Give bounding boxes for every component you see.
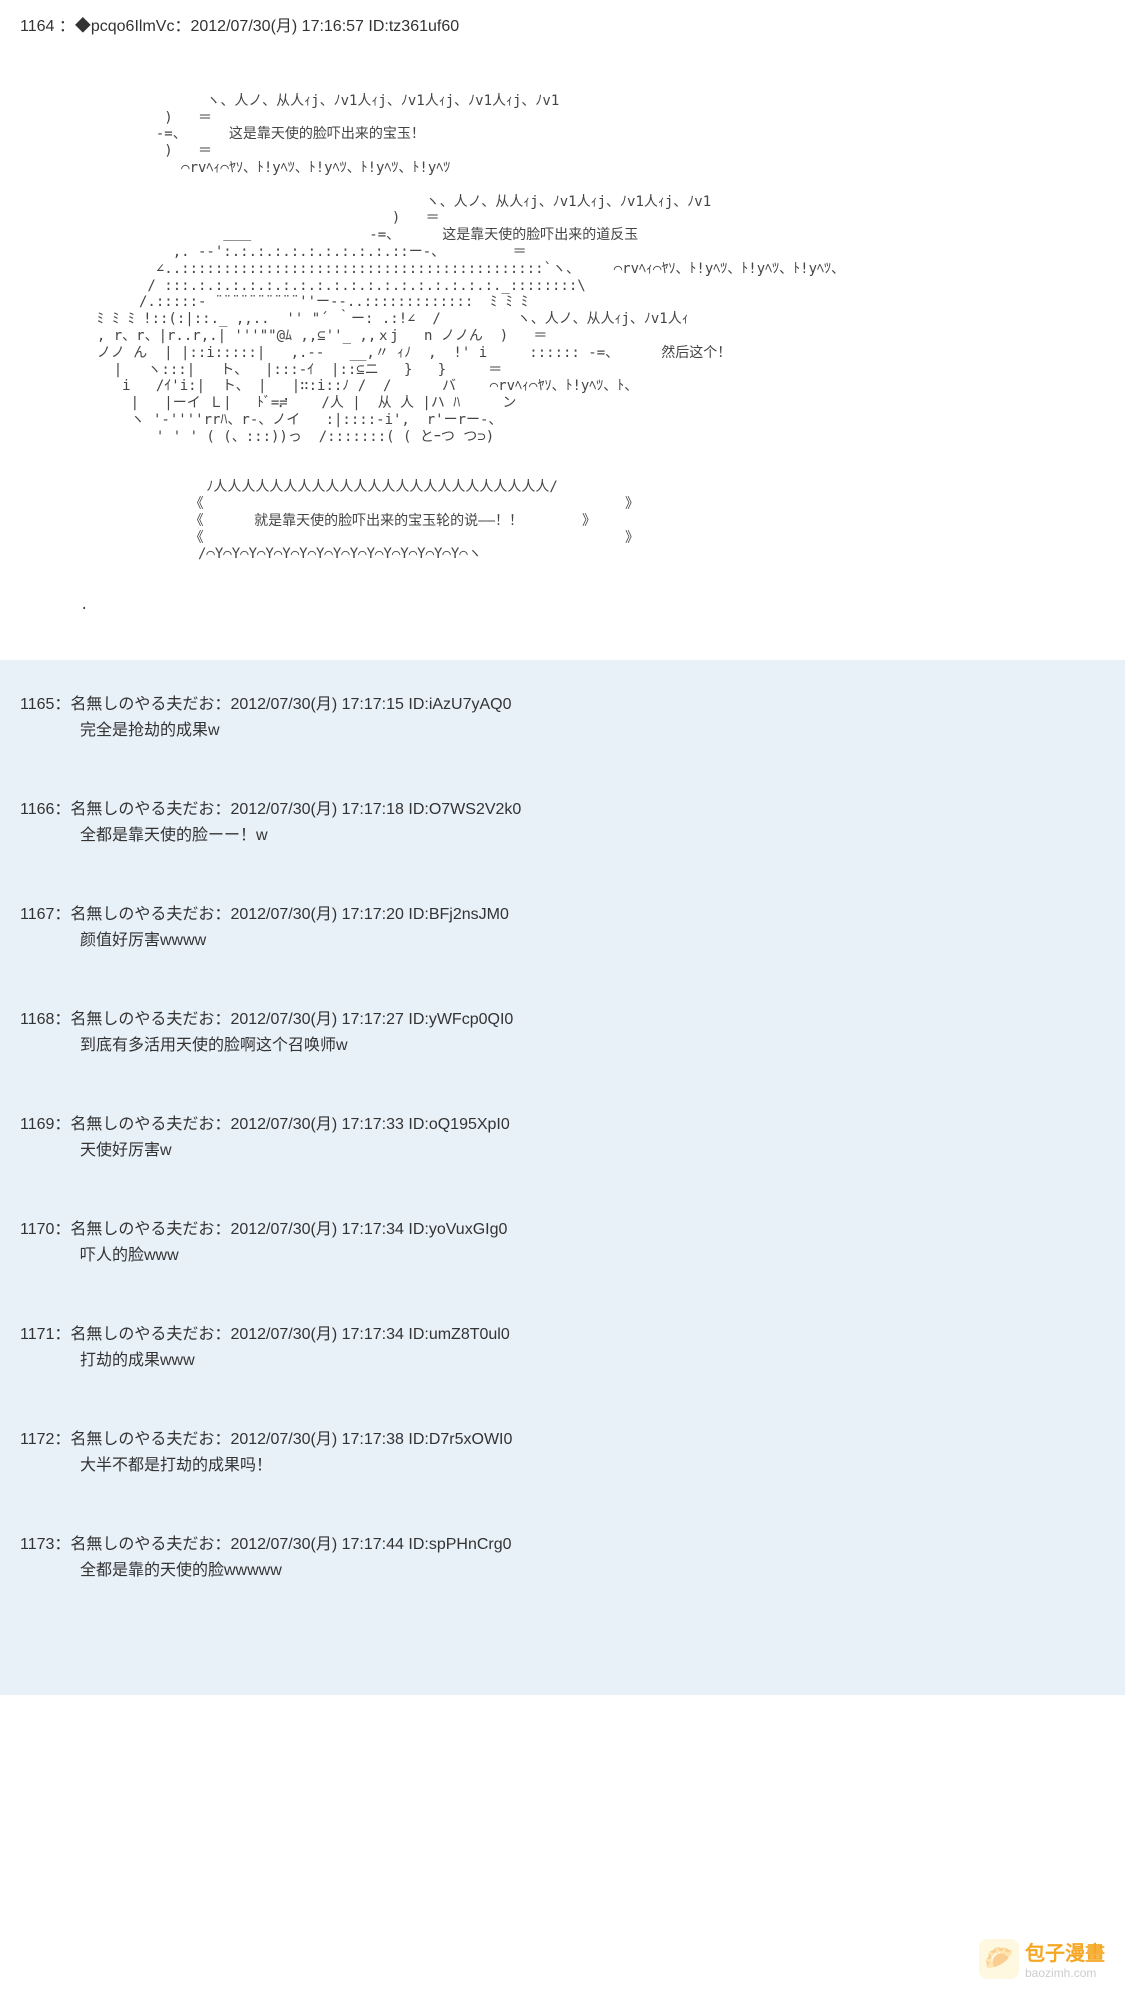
post-trip: ◆pcqo6IlmVc (75, 18, 175, 35)
post-header: 1164 ：◆pcqo6IlmVc：2012/07/30(月) 17:16:57… (20, 12, 1105, 36)
reply-item: 1166：名無しのやる夫だお：2012/07/30(月) 17:17:18 ID… (20, 795, 1105, 845)
watermark: 🥟 包子漫畫 baozimh.com (979, 1937, 1105, 1980)
watermark-text: 包子漫畫 baozimh.com (1025, 1937, 1105, 1980)
watermark-en: baozimh.com (1025, 1966, 1105, 1980)
reply-body: 吓人的脸www (20, 1241, 1105, 1265)
reply-body: 到底有多活用天使的脸啊这个召唤师w (20, 1031, 1105, 1055)
reply-item: 1169：名無しのやる夫だお：2012/07/30(月) 17:17:33 ID… (20, 1110, 1105, 1160)
reply-body: 打劫的成果www (20, 1346, 1105, 1370)
reply-header: 1173：名無しのやる夫だお：2012/07/30(月) 17:17:44 ID… (20, 1530, 1105, 1554)
reply-body: 全都是靠天使的脸ーー！w (20, 821, 1105, 845)
reply-body: 颜值好厉害wwww (20, 926, 1105, 950)
reply-item: 1170：名無しのやる夫だお：2012/07/30(月) 17:17:34 ID… (20, 1215, 1105, 1265)
reply-header: 1169：名無しのやる夫だお：2012/07/30(月) 17:17:33 ID… (20, 1110, 1105, 1134)
reply-header: 1167：名無しのやる夫だお：2012/07/30(月) 17:17:20 ID… (20, 900, 1105, 924)
watermark-icon: 🥟 (979, 1939, 1019, 1979)
post-id: ID:tz361uf60 (368, 18, 459, 35)
reply-item: 1167：名無しのやる夫だお：2012/07/30(月) 17:17:20 ID… (20, 900, 1105, 950)
reply-header: 1170：名無しのやる夫だお：2012/07/30(月) 17:17:34 ID… (20, 1215, 1105, 1239)
reply-item: 1171：名無しのやる夫だお：2012/07/30(月) 17:17:34 ID… (20, 1320, 1105, 1370)
reply-header: 1171：名無しのやる夫だお：2012/07/30(月) 17:17:34 ID… (20, 1320, 1105, 1344)
bubble-4: 就是靠天使的脸吓出来的宝玉轮的说——！！ (254, 513, 523, 529)
bubble-3: 然后这个！ (661, 345, 731, 361)
replies-section: 1165：名無しのやる夫だお：2012/07/30(月) 17:17:15 ID… (0, 660, 1125, 1695)
watermark-cn: 包子漫畫 (1025, 1937, 1105, 1966)
reply-header: 1172：名無しのやる夫だお：2012/07/30(月) 17:17:38 ID… (20, 1425, 1105, 1449)
reply-header: 1165：名無しのやる夫だお：2012/07/30(月) 17:17:15 ID… (20, 690, 1105, 714)
reply-body: 大半不都是打劫的成果吗！ (20, 1451, 1105, 1475)
main-post: 1164 ：◆pcqo6IlmVc：2012/07/30(月) 17:16:57… (0, 0, 1125, 660)
reply-body: 全都是靠的天使的脸wwwww (20, 1556, 1105, 1580)
reply-item: 1168：名無しのやる夫だお：2012/07/30(月) 17:17:27 ID… (20, 1005, 1105, 1055)
bubble-2: 这是靠天使的脸吓出来的道反玉 (442, 227, 638, 243)
reply-body: 完全是抢劫的成果w (20, 716, 1105, 740)
reply-item: 1172：名無しのやる夫だお：2012/07/30(月) 17:17:38 ID… (20, 1425, 1105, 1475)
post-number: 1164 (20, 18, 54, 35)
reply-body: 天使好厉害w (20, 1136, 1105, 1160)
post-date: 2012/07/30(月) 17:16:57 (190, 18, 363, 35)
reply-header: 1168：名無しのやる夫だお：2012/07/30(月) 17:17:27 ID… (20, 1005, 1105, 1029)
reply-item: 1165：名無しのやる夫だお：2012/07/30(月) 17:17:15 ID… (20, 690, 1105, 740)
bubble-1: 这是靠天使的脸吓出来的宝玉！ (229, 126, 425, 142)
reply-item: 1173：名無しのやる夫だお：2012/07/30(月) 17:17:44 ID… (20, 1530, 1105, 1580)
reply-header: 1166：名無しのやる夫だお：2012/07/30(月) 17:17:18 ID… (20, 795, 1105, 819)
ascii-art-block: ヽ、人ノ、从人ｨj、ﾉv1人ｨj、ﾉv1人ｨj、ﾉv1人ｨj、ﾉv1 ) ＝ -… (20, 76, 1105, 630)
